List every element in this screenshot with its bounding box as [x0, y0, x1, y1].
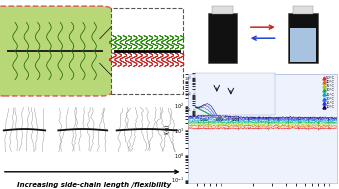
Bar — [288, 13, 318, 63]
Bar — [207, 13, 237, 63]
Bar — [111, 8, 182, 94]
Legend: 50°C, 40°C, 35°C, 30°C, 25°C, 20°C, 15°C, 10°C: 50°C, 40°C, 35°C, 30°C, 25°C, 20°C, 15°C… — [323, 76, 336, 109]
Bar — [210, 28, 235, 62]
Y-axis label: I(q): I(q) — [165, 123, 170, 134]
Bar — [212, 6, 233, 14]
Text: Increasing side-chain length /flexibility: Increasing side-chain length /flexibilit… — [17, 182, 171, 188]
Bar — [293, 6, 314, 14]
Bar — [290, 28, 316, 62]
FancyBboxPatch shape — [0, 6, 113, 96]
